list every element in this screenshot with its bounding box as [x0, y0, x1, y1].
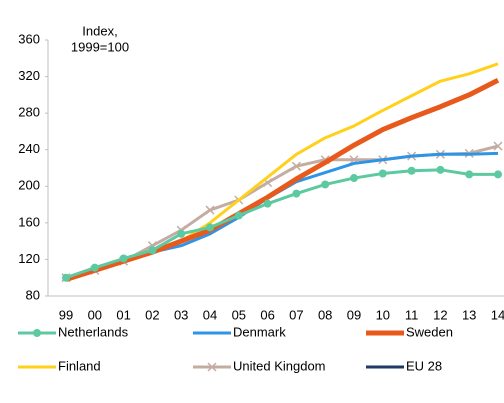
marker: [465, 170, 474, 179]
marker: [321, 180, 330, 189]
y-tick-label: 120: [18, 251, 40, 266]
legend-label: Netherlands: [58, 324, 129, 339]
marker: [205, 205, 215, 215]
x-tick-label: 12: [433, 307, 447, 322]
legend-label: Finland: [58, 358, 101, 373]
x-tick-label: 00: [88, 307, 102, 322]
x-tick-label: 14: [491, 307, 504, 322]
marker: [350, 174, 358, 183]
x-tick-label: 99: [59, 307, 73, 322]
marker: [378, 169, 387, 178]
x-tick-label: 02: [145, 307, 159, 322]
x-tick-label: 01: [116, 307, 130, 322]
x-tick-label: 08: [318, 307, 332, 322]
marker: [494, 170, 502, 179]
marker: [177, 229, 186, 238]
annotation: Index,: [82, 23, 117, 38]
marker: [206, 223, 214, 232]
x-tick-label: 07: [289, 307, 303, 322]
y-tick-label: 200: [18, 178, 40, 193]
marker: [234, 211, 243, 220]
x-tick-label: 13: [462, 307, 476, 322]
x-tick-label: 06: [260, 307, 274, 322]
legend-label: Sweden: [406, 324, 453, 339]
legend-label: Denmark: [233, 324, 286, 339]
marker: [407, 166, 416, 175]
x-tick-label: 03: [174, 307, 188, 322]
marker: [292, 189, 301, 198]
legend-label: EU 28: [406, 358, 442, 373]
marker: [263, 199, 272, 208]
y-tick-label: 160: [18, 214, 40, 229]
marker: [148, 246, 157, 255]
y-tick-label: 320: [18, 68, 40, 83]
legend-label: United Kingdom: [233, 358, 326, 373]
marker: [62, 273, 70, 282]
y-tick-label: 360: [18, 31, 40, 46]
y-tick-label: 280: [18, 105, 40, 120]
legend-marker: [33, 329, 41, 337]
marker: [90, 263, 99, 272]
y-tick-label: 240: [18, 141, 40, 156]
series-line: [65, 168, 498, 280]
x-tick-label: 05: [232, 307, 246, 322]
x-tick-label: 04: [203, 307, 217, 322]
marker: [291, 161, 301, 171]
x-tick-label: 09: [347, 307, 361, 322]
x-tick-label: 11: [405, 307, 419, 322]
marker: [493, 141, 503, 151]
series-line: [65, 77, 500, 282]
marker: [436, 165, 445, 174]
marker: [119, 254, 128, 263]
legend-marker: [207, 362, 217, 372]
y-tick-label: 80: [26, 287, 40, 302]
annotation: 1999=100: [71, 39, 129, 54]
x-tick-label: 10: [376, 307, 390, 322]
